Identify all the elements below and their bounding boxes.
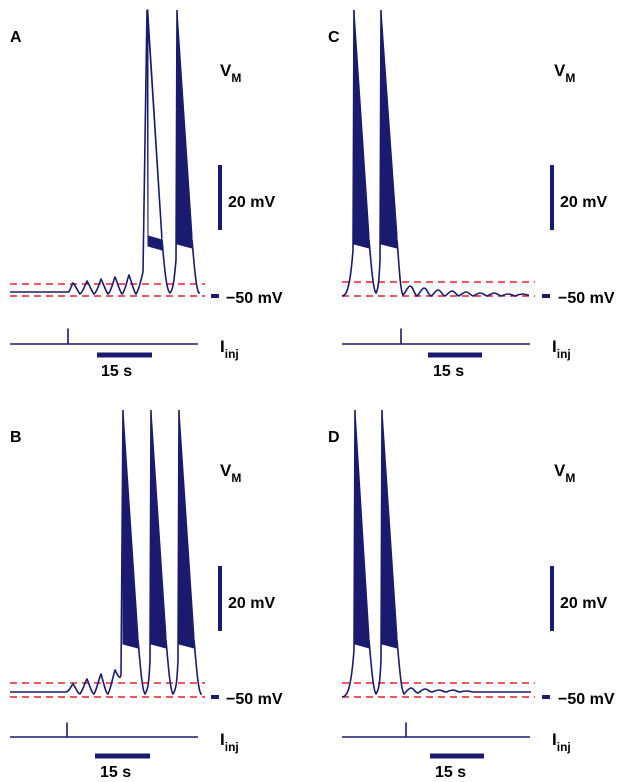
panel-a-burst-1-fill (147, 11, 163, 245)
panel-c-vm-label: VM (554, 61, 575, 85)
panel-b-burst-3 (178, 409, 195, 649)
panel-c-afterburst-oscillation (396, 239, 530, 297)
panel-c: C VM 20 mV −50 mV Iinj 15 s (328, 9, 615, 380)
panel-b-ref-label: −50 mV (226, 691, 283, 708)
panel-a-voltage-scale-label: 20 mV (228, 194, 275, 211)
panel-d-ref-label: −50 mV (558, 691, 615, 708)
panel-a-burst-2-edge (191, 239, 200, 294)
panel-d-letter: D (328, 429, 340, 446)
panel-a-burst-1-edge (142, 9, 178, 294)
panel-b-burst-1 (122, 409, 139, 649)
panel-b-burst-2-edge (165, 409, 180, 695)
panel-c-burst-1-edge (341, 9, 382, 297)
panel-c-time-scale-label: 15 s (433, 363, 464, 380)
panel-d-vm-label: VM (554, 461, 575, 485)
panel-d-burst-1-edge (341, 409, 383, 698)
panel-d-time-scale-label: 15 s (435, 764, 466, 781)
panel-d: D VM 20 mV −50 mV Iinj 15 s (328, 409, 615, 781)
panel-b-burst-3-edge (193, 639, 202, 695)
panel-b-subthreshold-trace (10, 669, 122, 695)
panel-d-current-trace (342, 722, 530, 738)
panel-c-ref-label: −50 mV (558, 290, 615, 307)
panel-a-vm-label: VM (220, 61, 241, 85)
panel-d-afterburst-oscillation (396, 639, 531, 695)
panel-a-current-trace (10, 328, 198, 345)
panel-b-burst-2 (150, 409, 167, 649)
panel-a-burst-2 (176, 9, 193, 249)
panel-b-vm-label: VM (220, 461, 241, 485)
panel-c-burst-1 (353, 9, 370, 249)
panel-b-time-scale-label: 15 s (100, 764, 131, 781)
panel-b: B VM 20 mV −50 mV Iinj 15 s (10, 409, 283, 781)
panel-b-iinj-label: Iinj (220, 730, 239, 754)
panel-d-iinj-label: Iinj (552, 730, 571, 754)
panel-a-time-scale-label: 15 s (101, 363, 132, 380)
panel-c-iinj-label: Iinj (552, 337, 571, 361)
panel-a-iinj-label: Iinj (220, 337, 239, 361)
panel-b-burst-1-edge (120, 409, 152, 695)
panel-d-burst-2 (381, 409, 398, 649)
panel-d-voltage-scale-label: 20 mV (560, 595, 607, 612)
panel-b-current-trace (10, 722, 198, 738)
panel-a-ref-label: −50 mV (226, 290, 283, 307)
panel-a-subthreshold-trace (10, 271, 144, 295)
panel-d-burst-1 (354, 409, 370, 649)
panel-c-letter: C (328, 29, 340, 46)
panel-b-letter: B (10, 429, 22, 446)
panel-a-letter: A (10, 29, 22, 46)
panel-c-burst-2 (380, 9, 398, 249)
panel-c-current-trace (342, 328, 530, 345)
panel-b-voltage-scale-label: 20 mV (228, 595, 275, 612)
panel-a: A VM 20 mV −50 mV Iinj 15 s (10, 9, 283, 380)
panel-c-voltage-scale-label: 20 mV (560, 194, 607, 211)
